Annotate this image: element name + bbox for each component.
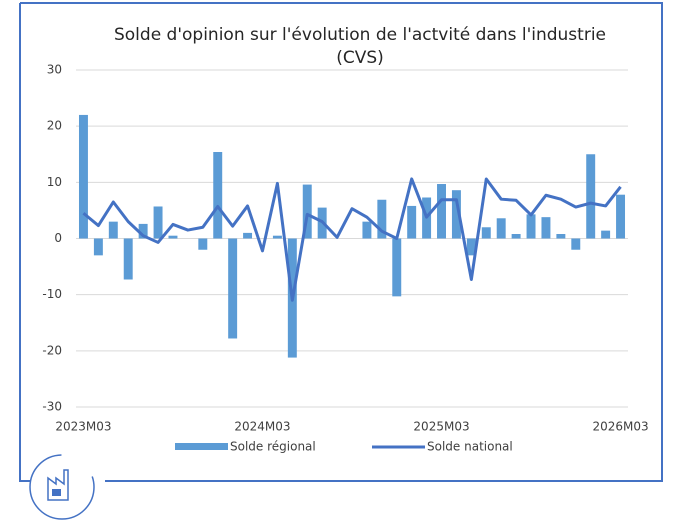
bar [168, 235, 178, 239]
bar [466, 238, 476, 256]
bar [616, 194, 626, 239]
legend-label: Solde national [427, 440, 513, 454]
bar [138, 223, 148, 239]
bar [93, 238, 103, 256]
bar [362, 221, 372, 239]
bar [586, 154, 596, 239]
bar [198, 238, 208, 250]
x-tick-label: 2026M03 [592, 420, 648, 434]
y-tick-label: 30 [47, 63, 62, 77]
bar [496, 218, 506, 239]
bar [78, 114, 88, 239]
bar [526, 214, 536, 239]
x-tick-label: 2023M03 [55, 420, 111, 434]
frame [19, 3, 35, 482]
bar [571, 238, 581, 250]
frame [20, 2, 663, 482]
x-tick-label: 2024M03 [234, 420, 290, 434]
bar [451, 190, 461, 239]
bar [153, 206, 163, 239]
bar [511, 234, 521, 239]
y-tick-label: -10 [42, 287, 62, 301]
bar [272, 235, 282, 239]
chart-title: Solde d'opinion sur l'évolution de l'act… [113, 25, 607, 68]
bar [213, 152, 223, 239]
bar [437, 184, 446, 239]
y-tick-label: 0 [54, 231, 62, 245]
bar [392, 238, 402, 297]
x-tick-label: 2025M03 [413, 420, 469, 434]
legend-label: Solde régional [230, 440, 316, 454]
bar [123, 238, 133, 280]
bar [407, 205, 417, 239]
bar [302, 184, 312, 239]
bar [481, 227, 491, 239]
bar [601, 230, 611, 239]
y-tick-label: 10 [47, 175, 62, 189]
y-tick-label: 20 [47, 119, 62, 133]
bar [108, 221, 118, 239]
y-tick-label: -30 [42, 400, 62, 414]
line [82, 177, 622, 302]
bar [377, 199, 387, 239]
legend-swatch [175, 443, 228, 450]
y-tick-label: -20 [42, 343, 62, 357]
bar [556, 234, 566, 239]
logo [29, 454, 95, 520]
bar [541, 217, 551, 239]
bar [243, 232, 253, 239]
bar [228, 238, 238, 339]
